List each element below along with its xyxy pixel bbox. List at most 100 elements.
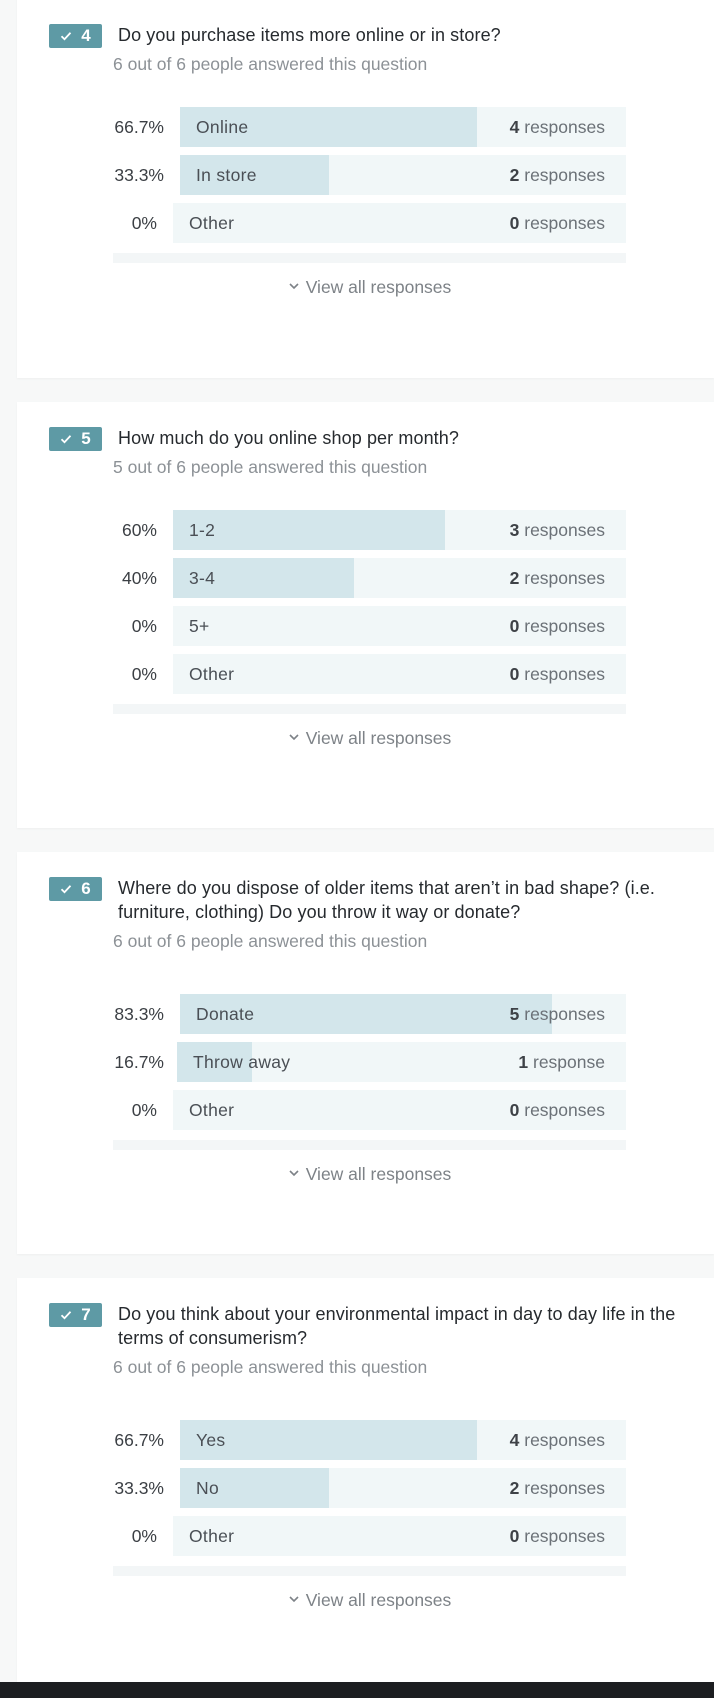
- answer-label: Donate: [196, 1004, 255, 1024]
- answer-percent: 16.7%: [114, 1052, 164, 1072]
- answer-row: 60% 1-2 3 responses: [113, 510, 626, 550]
- answer-bar: Donate 5 responses: [180, 994, 626, 1034]
- answer-bar: Other 0 responses: [173, 1090, 626, 1130]
- answer-label: Online: [196, 117, 249, 137]
- question-number: 6: [81, 879, 91, 898]
- answers-divider: [113, 1140, 626, 1150]
- answer-label: In store: [196, 165, 257, 185]
- answer-row: 0% Other 0 responses: [113, 1516, 626, 1556]
- answer-label: Yes: [196, 1430, 226, 1450]
- answer-response-count: 4 responses: [509, 1430, 605, 1450]
- answer-percent: 33.3%: [114, 165, 164, 185]
- answer-row: 0% Other 0 responses: [113, 654, 626, 694]
- answer-percent: 60%: [121, 520, 157, 540]
- question-number: 4: [81, 26, 91, 45]
- question-title: Do you purchase items more online or in …: [118, 25, 501, 45]
- question-title: Where do you dispose of older items that…: [118, 878, 656, 922]
- answer-list: 66.7% Online 4 responses 33.3% In store …: [113, 107, 626, 251]
- question-card-6: 6 Where do you dispose of older items th…: [17, 852, 714, 1254]
- chevron-down-icon: [289, 1170, 299, 1177]
- answer-list: 66.7% Yes 4 responses 33.3% No 2 respons…: [113, 1420, 626, 1564]
- answer-bar: 1-2 3 responses: [173, 510, 626, 550]
- answer-row: 16.7% Throw away 1 response: [113, 1042, 626, 1082]
- answer-row: 0% Other 0 responses: [113, 203, 626, 243]
- answer-percent: 0%: [131, 1100, 157, 1120]
- check-icon: [61, 32, 72, 41]
- answer-list: 83.3% Donate 5 responses 16.7% Throw awa…: [113, 994, 626, 1138]
- answer-bar: No 2 responses: [180, 1468, 626, 1508]
- answer-row: 66.7% Yes 4 responses: [113, 1420, 626, 1460]
- answer-percent: 0%: [131, 664, 157, 684]
- question-card-4: 4 Do you purchase items more online or i…: [17, 0, 714, 378]
- question-title: Do you think about your environmental im…: [118, 1304, 676, 1348]
- answer-row: 66.7% Online 4 responses: [113, 107, 626, 147]
- answer-label: Other: [189, 664, 235, 684]
- answer-bar: Other 0 responses: [173, 654, 626, 694]
- answers-divider: [113, 704, 626, 714]
- answer-bar: Yes 4 responses: [180, 1420, 626, 1460]
- answer-response-count: 0 responses: [509, 1100, 605, 1120]
- chevron-down-icon: [289, 283, 299, 290]
- answer-label: Other: [189, 1100, 235, 1120]
- answer-label: 3-4: [189, 568, 216, 588]
- answer-percent: 66.7%: [114, 1430, 164, 1450]
- answer-label: No: [196, 1478, 219, 1498]
- answer-bar: 3-4 2 responses: [173, 558, 626, 598]
- answer-response-count: 2 responses: [509, 165, 605, 185]
- view-all-responses-link[interactable]: View all responses: [113, 1590, 626, 1611]
- answer-label: Other: [189, 213, 235, 233]
- answer-bar: Other 0 responses: [173, 203, 626, 243]
- answer-response-count: 2 responses: [509, 568, 605, 588]
- check-icon: [61, 1311, 72, 1320]
- answer-label: 1-2: [189, 520, 216, 540]
- answer-bar-fill: [180, 155, 329, 195]
- answer-response-count: 0 responses: [509, 616, 605, 636]
- answer-row: 33.3% In store 2 responses: [113, 155, 626, 195]
- answer-row: 83.3% Donate 5 responses: [113, 994, 626, 1034]
- answer-list: 60% 1-2 3 responses 40% 3-4 2 responses …: [113, 510, 626, 702]
- answer-bar-fill: [180, 994, 552, 1034]
- answer-bar: In store 2 responses: [180, 155, 626, 195]
- answer-row: 40% 3-4 2 responses: [113, 558, 626, 598]
- question-number-badge: 5: [49, 427, 102, 451]
- answers-divider: [113, 253, 626, 263]
- answer-row: 0% Other 0 responses: [113, 1090, 626, 1130]
- answer-response-count: 3 responses: [509, 520, 605, 540]
- answered-count: 5 out of 6 people answered this question: [113, 457, 428, 477]
- check-icon: [61, 885, 72, 894]
- question-title: How much do you online shop per month?: [118, 428, 460, 448]
- answer-row: 33.3% No 2 responses: [113, 1468, 626, 1508]
- answer-bar: Online 4 responses: [180, 107, 626, 147]
- question-number: 7: [81, 1305, 91, 1324]
- answer-percent: 33.3%: [114, 1478, 164, 1498]
- answer-bar-fill: [177, 1042, 252, 1082]
- answer-percent: 0%: [131, 616, 157, 636]
- question-number: 5: [81, 429, 91, 448]
- view-all-responses-link[interactable]: View all responses: [113, 1164, 626, 1185]
- answer-bar: 5+ 0 responses: [173, 606, 626, 646]
- question-number-badge: 6: [49, 877, 102, 901]
- chevron-down-icon: [289, 1596, 299, 1603]
- question-card-5: 5 How much do you online shop per month?…: [17, 402, 714, 828]
- answer-response-count: 0 responses: [509, 1526, 605, 1546]
- answer-bar-fill: [180, 1468, 329, 1508]
- answer-response-count: 1 response: [518, 1052, 605, 1072]
- answered-count: 6 out of 6 people answered this question: [113, 1357, 428, 1377]
- chevron-down-icon: [289, 734, 299, 741]
- answer-percent: 83.3%: [114, 1004, 164, 1024]
- view-all-responses-link[interactable]: View all responses: [113, 728, 626, 749]
- answer-response-count: 2 responses: [509, 1478, 605, 1498]
- bottom-edge-bar: [0, 1682, 714, 1698]
- answer-percent: 40%: [121, 568, 157, 588]
- question-number-badge: 7: [49, 1303, 102, 1327]
- check-icon: [61, 435, 72, 444]
- answer-bar-fill: [173, 558, 355, 598]
- answer-bar: Throw away 1 response: [177, 1042, 626, 1082]
- answer-bar-fill: [180, 1420, 478, 1460]
- answers-divider: [113, 1566, 626, 1576]
- answered-count: 6 out of 6 people answered this question: [113, 54, 428, 74]
- answer-percent: 66.7%: [114, 117, 164, 137]
- view-all-responses-link[interactable]: View all responses: [113, 277, 626, 298]
- answer-percent: 0%: [131, 1526, 157, 1546]
- answer-response-count: 5 responses: [509, 1004, 605, 1024]
